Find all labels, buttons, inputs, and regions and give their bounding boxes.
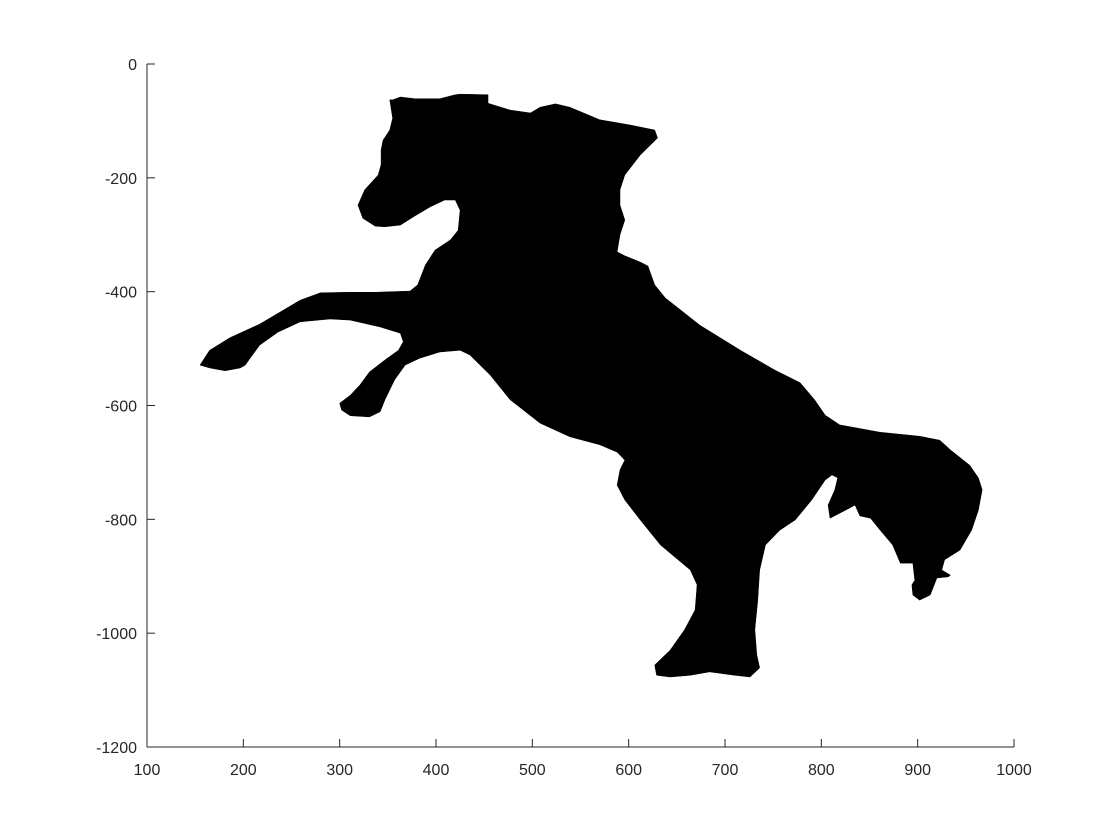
x-tick-label: 800 <box>808 762 835 779</box>
y-tick-label: -1000 <box>96 626 137 643</box>
y-tick-label: -1200 <box>96 740 137 757</box>
x-tick-label: 300 <box>326 762 353 779</box>
y-tick-label: -600 <box>105 399 137 416</box>
y-tick-label: 0 <box>128 57 137 74</box>
x-tick-label: 200 <box>230 762 257 779</box>
y-tick-label: -200 <box>105 171 137 188</box>
x-tick-label: 1000 <box>996 762 1032 779</box>
y-tick-label: -800 <box>105 512 137 529</box>
x-tick-label: 600 <box>615 762 642 779</box>
filled-shape <box>199 93 983 678</box>
x-tick-label: 700 <box>712 762 739 779</box>
x-tick-label: 100 <box>134 762 161 779</box>
y-tick-label: -400 <box>105 285 137 302</box>
x-tick-label: 500 <box>519 762 546 779</box>
x-tick-label: 400 <box>423 762 450 779</box>
x-tick-label: 900 <box>904 762 931 779</box>
